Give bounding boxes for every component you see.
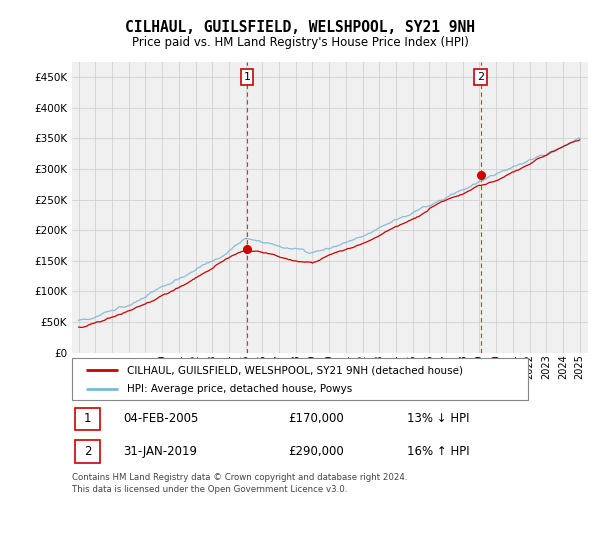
Text: £170,000: £170,000 bbox=[289, 412, 344, 426]
Text: Contains HM Land Registry data © Crown copyright and database right 2024.
This d: Contains HM Land Registry data © Crown c… bbox=[72, 473, 407, 494]
Text: HPI: Average price, detached house, Powys: HPI: Average price, detached house, Powy… bbox=[127, 384, 352, 394]
Text: 1: 1 bbox=[84, 412, 91, 426]
Text: Price paid vs. HM Land Registry's House Price Index (HPI): Price paid vs. HM Land Registry's House … bbox=[131, 36, 469, 49]
Text: 16% ↑ HPI: 16% ↑ HPI bbox=[407, 445, 470, 458]
FancyBboxPatch shape bbox=[72, 358, 528, 400]
Text: 1: 1 bbox=[244, 72, 251, 82]
FancyBboxPatch shape bbox=[74, 408, 100, 430]
Text: 04-FEB-2005: 04-FEB-2005 bbox=[124, 412, 199, 426]
Text: £290,000: £290,000 bbox=[289, 445, 344, 458]
Text: 2: 2 bbox=[84, 445, 91, 458]
Text: CILHAUL, GUILSFIELD, WELSHPOOL, SY21 9NH (detached house): CILHAUL, GUILSFIELD, WELSHPOOL, SY21 9NH… bbox=[127, 365, 463, 375]
Text: CILHAUL, GUILSFIELD, WELSHPOOL, SY21 9NH: CILHAUL, GUILSFIELD, WELSHPOOL, SY21 9NH bbox=[125, 20, 475, 35]
FancyBboxPatch shape bbox=[74, 440, 100, 463]
Text: 31-JAN-2019: 31-JAN-2019 bbox=[124, 445, 197, 458]
Text: 13% ↓ HPI: 13% ↓ HPI bbox=[407, 412, 470, 426]
Text: 2: 2 bbox=[477, 72, 484, 82]
